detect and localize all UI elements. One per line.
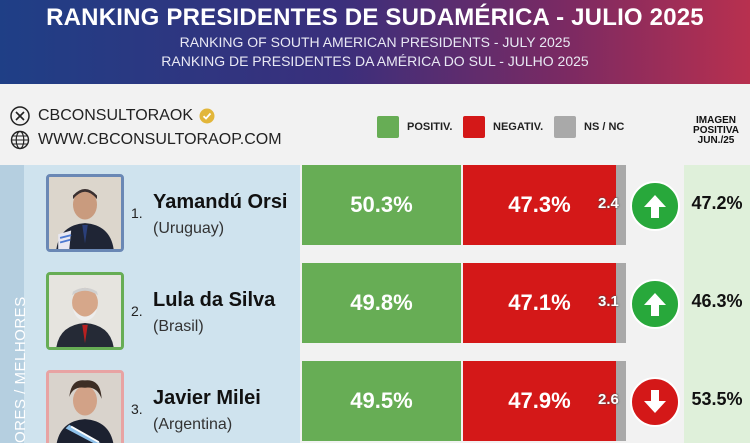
legend-swatch-positive <box>377 116 399 138</box>
legend-swatch-ns <box>554 116 576 138</box>
president-name: Javier Milei <box>153 387 261 409</box>
image-header-line1: IMAGEN <box>696 115 736 126</box>
image-column-background <box>684 165 750 443</box>
image-header-line3: JUN./25 <box>697 135 735 146</box>
ns-bar <box>616 361 626 441</box>
ns-bar <box>616 165 626 245</box>
side-strip <box>0 165 24 443</box>
header-banner: RANKING PRESIDENTES DE SUDAMÉRICA - JULI… <box>0 0 750 84</box>
handle-text: CBCONSULTORAOK <box>38 107 193 124</box>
previous-image-value: 53.5% <box>691 389 743 409</box>
image-column-header: IMAGEN POSITIVA JUN./25 <box>684 116 748 146</box>
subtitle-english: RANKING OF SOUTH AMERICAN PRESIDENTS - J… <box>179 34 571 50</box>
verified-badge-icon <box>199 108 215 124</box>
country-name: (Argentina) <box>153 416 233 433</box>
positive-value: 49.8% <box>302 263 461 343</box>
negative-value: 47.3% <box>463 165 616 245</box>
positive-value: 50.3% <box>302 165 461 245</box>
social-handle[interactable]: CBCONSULTORAOK <box>10 106 215 126</box>
website-link[interactable]: WWW.CBCONSULTORAOP.COM <box>10 130 282 150</box>
up-arrow-icon <box>630 279 680 329</box>
rank-number: 3. <box>131 401 143 417</box>
subtitle-portuguese: RANKING DE PRESIDENTES DA AMÉRICA DO SUL… <box>161 53 589 69</box>
legend-label-positive: POSITIV. <box>407 121 453 133</box>
country-name: (Brasil) <box>153 318 204 335</box>
president-photo <box>46 370 124 443</box>
x-logo-icon <box>10 106 30 126</box>
president-name: Yamandú Orsi <box>153 191 288 213</box>
page-title: RANKING PRESIDENTES DE SUDAMÉRICA - JULI… <box>46 4 704 31</box>
previous-image-value: 46.3% <box>691 291 743 311</box>
ns-value: 2.4 <box>598 195 619 212</box>
ranking-row[interactable]: 1. Yamandú Orsi (Uruguay) 50.3% 47.3% 2.… <box>0 165 750 261</box>
ns-value: 3.1 <box>598 293 619 310</box>
negative-value: 47.1% <box>463 263 616 343</box>
ns-value: 2.6 <box>598 391 619 408</box>
ranking-row[interactable]: 3. Javier Milei (Argentina) 49.5% 47.9% … <box>0 361 750 443</box>
legend-label-negative: NEGATIV. <box>493 121 544 133</box>
image-header-line2: POSITIVA <box>693 125 739 136</box>
ns-bar <box>616 263 626 343</box>
globe-icon <box>10 130 30 150</box>
president-photo <box>46 174 124 252</box>
legend-label-ns: NS / NC <box>584 121 625 133</box>
website-text: WWW.CBCONSULTORAOP.COM <box>38 131 282 148</box>
positive-value: 49.5% <box>302 361 461 441</box>
negative-value: 47.9% <box>463 361 616 441</box>
legend-swatch-negative <box>463 116 485 138</box>
legend-positive: POSITIV. <box>377 116 452 138</box>
legend-negative: NEGATIV. <box>463 116 543 138</box>
rank-number: 1. <box>131 205 143 221</box>
up-arrow-icon <box>630 181 680 231</box>
president-name: Lula da Silva <box>153 289 276 311</box>
rank-number: 2. <box>131 303 143 319</box>
ranking-row[interactable]: 2. Lula da Silva (Brasil) 49.8% 47.1% 3.… <box>0 263 750 359</box>
president-photo <box>46 272 124 350</box>
legend-ns: NS / NC <box>554 116 624 138</box>
country-name: (Uruguay) <box>153 220 225 237</box>
down-arrow-icon <box>630 377 680 427</box>
previous-image-value: 47.2% <box>691 193 743 213</box>
